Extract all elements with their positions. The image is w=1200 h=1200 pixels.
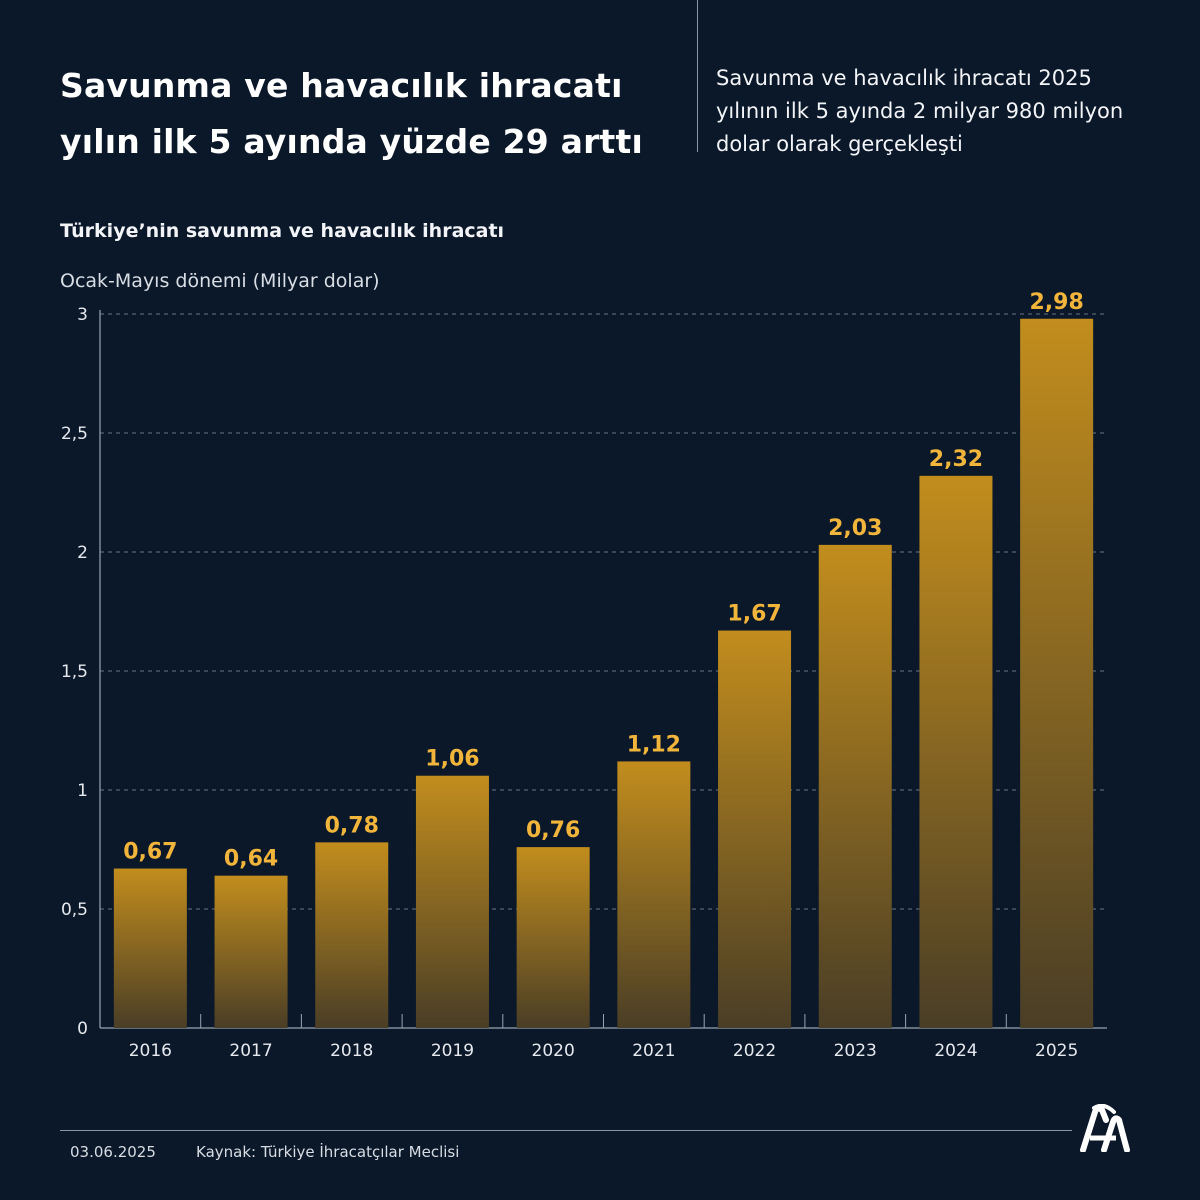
x-tick-label: 2017	[229, 1041, 272, 1061]
value-labels: 0,67 0,64 0,78 1,06 0,76 1,12 1,67 2,03 2,32 2,98	[123, 290, 1084, 872]
y-tick-label: 0	[77, 1019, 88, 1039]
value-label: 0,67	[123, 840, 177, 865]
bar-2016	[113, 868, 187, 1028]
value-label: 2,03	[828, 516, 882, 541]
bar-2021	[617, 761, 691, 1028]
value-label: 2,32	[929, 447, 983, 472]
x-tick-labels: 2016 2017 2018 2019 2020 2021 2022 2023 2024 2025	[129, 1041, 1079, 1061]
bar-2023	[818, 544, 892, 1028]
bar-2022	[718, 630, 792, 1028]
bar-2025	[1020, 318, 1094, 1028]
bar-2018	[315, 842, 389, 1028]
value-label: 0,76	[526, 818, 580, 843]
x-tick-label: 2022	[733, 1041, 776, 1061]
subheadline: Savunma ve havacılık ihracatı 2025 yılın…	[716, 62, 1176, 161]
bar-2024	[919, 475, 993, 1029]
bar-2020	[516, 847, 590, 1028]
y-tick-label: 1	[77, 781, 88, 801]
x-tick-label: 2025	[1035, 1041, 1078, 1061]
value-label: 1,12	[627, 732, 681, 757]
y-tick-label: 3	[77, 305, 88, 325]
x-tick-label: 2024	[934, 1041, 977, 1061]
bar-chart: 0,67 0,64 0,78 1,06 0,76 1,12 1,67 2,03 2,32 2,98…	[61, 290, 1107, 1061]
headline: Savunma ve havacılık ihracatı yılın ilk …	[60, 58, 660, 170]
bar-2017	[214, 875, 288, 1028]
x-tick-label: 2023	[834, 1041, 877, 1061]
y-tick-label: 2,5	[61, 424, 88, 444]
header-divider	[697, 0, 698, 152]
subheadline-line-2: yılının ilk 5 ayında 2 milyar 980 milyon	[716, 99, 1124, 123]
y-tick-label: 2	[77, 543, 88, 563]
value-label: 0,64	[224, 847, 278, 872]
value-label: 1,06	[425, 747, 479, 772]
chart-y-axis-label: Ocak-Mayıs dönemi (Milyar dolar)	[60, 270, 380, 292]
headline-line-1: Savunma ve havacılık ihracatı	[60, 66, 623, 105]
value-label: 1,67	[727, 602, 781, 627]
value-label: 0,78	[325, 813, 379, 838]
footer-source: Kaynak: Türkiye İhracatçılar Meclisi	[196, 1143, 460, 1161]
y-tick-labels: 0 0,5 1 1,5 2 2,5 3	[61, 305, 88, 1039]
headline-line-2: yılın ilk 5 ayında yüzde 29 arttı	[60, 122, 644, 161]
x-tick-label: 2019	[431, 1041, 474, 1061]
chart-title: Türkiye’nin savunma ve havacılık ihracat…	[60, 220, 505, 242]
subheadline-line-1: Savunma ve havacılık ihracatı 2025	[716, 66, 1092, 90]
value-label: 2,98	[1030, 290, 1084, 315]
y-tick-label: 0,5	[61, 900, 88, 920]
x-tick-label: 2021	[632, 1041, 675, 1061]
footer-date: 03.06.2025	[70, 1143, 156, 1161]
x-tick-label: 2018	[330, 1041, 373, 1061]
aa-logo-icon	[1080, 1104, 1130, 1152]
y-tick-label: 1,5	[61, 662, 88, 682]
x-tick-label: 2020	[532, 1041, 575, 1061]
bar-2019	[415, 775, 489, 1028]
x-tick-label: 2016	[129, 1041, 172, 1061]
subheadline-line-3: dolar olarak gerçekleşti	[716, 132, 963, 156]
bars	[113, 318, 1094, 1029]
footer-divider	[60, 1130, 1072, 1131]
